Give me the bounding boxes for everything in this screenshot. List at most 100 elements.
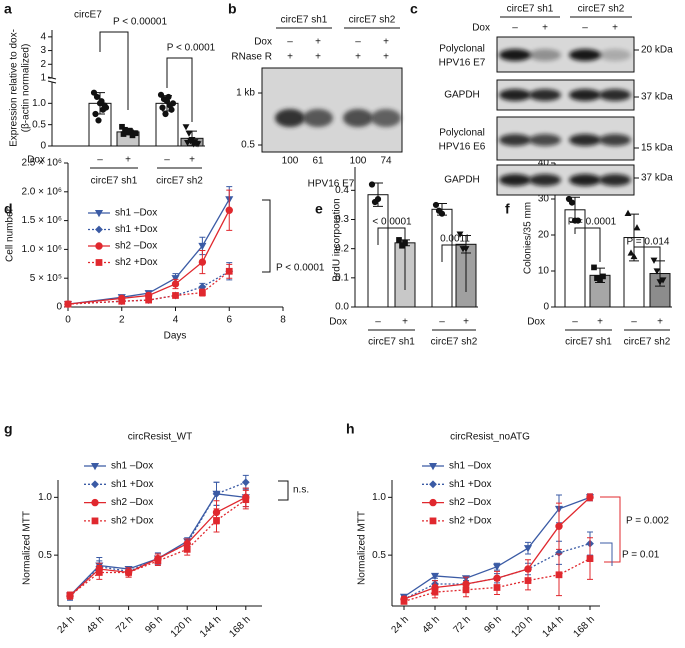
data-point (93, 93, 101, 101)
legend-marker (90, 462, 100, 471)
data-point (132, 130, 139, 137)
legend-marker (94, 209, 104, 218)
sign: + (355, 52, 361, 63)
series-line (67, 198, 230, 305)
chart-title: circResist_WT (128, 432, 192, 443)
y-axis-label: (β-actin normalized) (21, 44, 32, 133)
x-tick-label: 120 h (169, 614, 194, 639)
row-label: Dox (472, 23, 490, 34)
series-line (67, 270, 230, 305)
y-tick-label: 1.0 (32, 98, 46, 109)
blot-label: GAPDH (444, 175, 480, 186)
sign: – (287, 37, 293, 48)
data-point (574, 217, 582, 224)
x-tick-label: – (97, 155, 103, 166)
data-point (225, 267, 233, 275)
data-point (198, 242, 207, 251)
band (599, 174, 631, 186)
annotation: P = 0.014 (627, 237, 670, 248)
data-point (523, 545, 533, 553)
chart-title: circE7 (74, 10, 102, 21)
group-axis-label: Dox (27, 155, 45, 166)
caption: HPV16 E7 (308, 179, 355, 190)
blot-label: HPV16 E7 (439, 58, 486, 69)
x-tick-label: – (375, 317, 381, 328)
data-point (368, 181, 376, 188)
legend-marker (95, 259, 103, 266)
y-tick-label: 2.0 × 10⁶ (21, 186, 62, 197)
band (529, 89, 561, 101)
y-tick-label: 0.0 (335, 302, 349, 313)
panel-letter: f (505, 201, 510, 217)
annotation: P = 0.002 (626, 516, 669, 527)
y-tick-label: 0 (543, 302, 549, 313)
data-point (98, 98, 105, 105)
bracket (377, 227, 406, 290)
band (599, 89, 631, 101)
size-label: 37 kDa (641, 92, 673, 103)
x-tick-label: 96 h (143, 614, 165, 636)
axis-break (47, 80, 57, 84)
data-point (101, 102, 108, 109)
band (569, 49, 601, 61)
y-tick-label: 20 (538, 230, 550, 241)
data-point (462, 586, 470, 594)
x-tick-label: 144 h (541, 614, 566, 639)
y-tick-label: 30 (538, 194, 550, 205)
panel-letter: e (315, 201, 323, 217)
sign: – (512, 23, 518, 34)
y-tick-label: 0.2 (335, 243, 349, 254)
group-label: circE7 sh2 (431, 337, 478, 348)
data-point (159, 104, 166, 111)
group-axis-label: Dox (527, 317, 545, 328)
data-point (198, 258, 207, 266)
x-tick-label: – (439, 317, 445, 328)
sign: + (542, 23, 548, 34)
data-point (172, 292, 179, 299)
x-tick-label: 72 h (451, 614, 473, 636)
legend-label: sh1 +Dox (115, 224, 158, 235)
band (569, 89, 601, 101)
y-axis-label: Expression relative to dox- (9, 29, 20, 147)
annotation: P < 0.0001 (276, 263, 325, 274)
bracket (600, 542, 613, 566)
data-point (586, 555, 594, 562)
legend-label: sh2 –Dox (111, 497, 153, 508)
data-point (213, 517, 220, 524)
data-point (241, 478, 250, 487)
x-tick-label: 120 h (510, 614, 535, 639)
x-tick-label: – (572, 317, 578, 328)
group-label: circE7 sh2 (349, 15, 396, 26)
legend-label: sh1 –Dox (449, 461, 491, 472)
bracket (99, 31, 129, 110)
legend-label: sh2 –Dox (115, 241, 157, 252)
x-tick-label: 168 h (572, 614, 597, 639)
data-point (600, 273, 606, 280)
data-point (555, 522, 563, 530)
x-tick-label: + (125, 155, 131, 166)
band (529, 174, 561, 186)
bracket (574, 227, 601, 262)
data-point (95, 117, 102, 124)
group-label: circE7 sh2 (156, 176, 203, 187)
y-axis-label: Colonies/35 mm (523, 202, 534, 274)
data-point (168, 106, 175, 113)
data-point (492, 563, 502, 571)
data-point (162, 110, 169, 118)
data-point (126, 127, 133, 134)
legend-marker (429, 498, 437, 507)
band (499, 174, 531, 186)
data-point (157, 91, 165, 98)
data-point (396, 237, 402, 243)
sign: – (355, 37, 361, 48)
size-marker: 1 kb (236, 88, 255, 99)
data-point (185, 130, 193, 137)
size-label: 15 kDa (641, 143, 673, 154)
legend-label: sh1 –Dox (111, 461, 153, 472)
panel-letter: h (346, 421, 355, 437)
band (499, 134, 531, 146)
y-tick-label: 5 × 10⁵ (30, 273, 62, 284)
data-point (493, 584, 501, 591)
annotation: P = 0.01 (622, 550, 660, 561)
